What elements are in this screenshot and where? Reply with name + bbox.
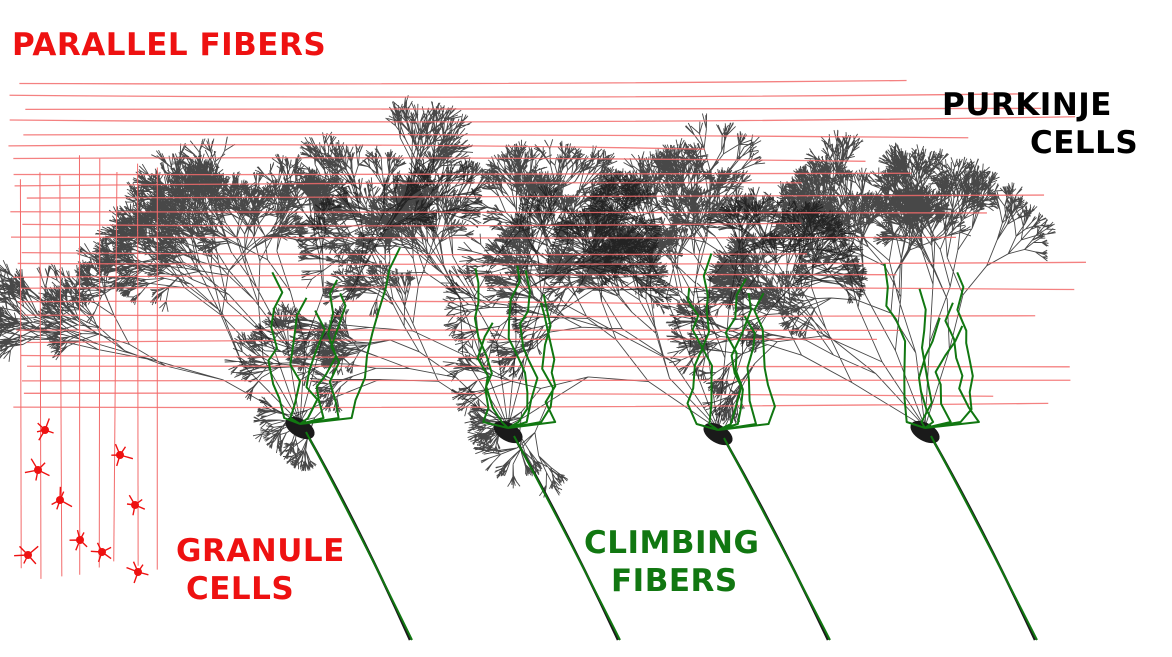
climbing-fiber-trunk [931, 436, 1037, 640]
label-climbing-fibers-line2: FIBERS [611, 563, 738, 599]
parallel-fiber [22, 380, 1070, 381]
parallel-fiber [25, 108, 1041, 109]
parallel-fiber [10, 94, 1025, 97]
label-parallel-fibers: PARALLEL FIBERS [12, 27, 326, 63]
parallel-fiber [24, 315, 1035, 316]
granule-dendrites [127, 495, 145, 515]
label-granule-cells-line2: CELLS [186, 571, 294, 607]
granule-cell [25, 459, 50, 481]
granule-cell [37, 419, 54, 441]
label-purkinje-cells-line1: PURKINJE [942, 87, 1112, 123]
label-climbing-fibers-line1: CLIMBING [584, 525, 759, 561]
parallel-fiber [19, 80, 906, 83]
granule-axon [40, 172, 41, 579]
purkinje-cells [0, 95, 1056, 640]
parallel-fiber [27, 366, 1070, 367]
granule-cell [14, 546, 38, 564]
granule-dendrites [37, 419, 54, 441]
granule-dendrites [127, 562, 149, 583]
parallel-fiber [20, 355, 704, 357]
label-granule-cells-line1: GRANULE [176, 533, 345, 569]
granule-dendrites [14, 546, 38, 564]
parallel-fiber [22, 253, 807, 255]
climbing-fiber [885, 264, 1037, 640]
granule-axon [60, 176, 62, 577]
granule-dendrites [70, 530, 88, 550]
granule-axon [99, 159, 100, 568]
label-purkinje-cells-line2: CELLS [1030, 125, 1138, 161]
granule-cells [14, 419, 148, 584]
parallel-fiber [11, 237, 956, 238]
granule-cell [127, 562, 149, 583]
granule-cell [91, 543, 111, 562]
granule-cell [127, 495, 145, 515]
granule-dendrites [91, 543, 111, 562]
granule-dendrites [25, 459, 50, 481]
parallel-fiber [24, 393, 993, 396]
parallel-fiber [23, 135, 968, 138]
granule-cell [70, 530, 88, 550]
parallel-fiber [10, 117, 1075, 122]
